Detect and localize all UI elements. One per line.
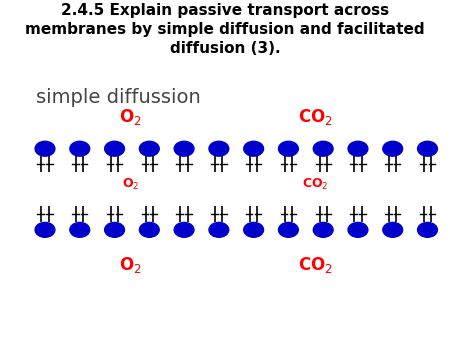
Circle shape — [105, 222, 125, 237]
Circle shape — [244, 141, 264, 156]
Text: O$_2$: O$_2$ — [122, 177, 139, 192]
Circle shape — [244, 222, 264, 237]
Text: CO$_2$: CO$_2$ — [297, 255, 333, 275]
Circle shape — [383, 222, 403, 237]
Text: simple diffussion: simple diffussion — [36, 88, 201, 107]
Text: CO$_2$: CO$_2$ — [302, 177, 328, 192]
Circle shape — [313, 141, 333, 156]
Circle shape — [209, 141, 229, 156]
Text: O$_2$: O$_2$ — [119, 106, 142, 127]
Circle shape — [35, 222, 55, 237]
Circle shape — [209, 222, 229, 237]
Circle shape — [140, 222, 159, 237]
Circle shape — [348, 141, 368, 156]
Circle shape — [70, 222, 90, 237]
Circle shape — [70, 141, 90, 156]
Circle shape — [279, 141, 298, 156]
Text: CO$_2$: CO$_2$ — [297, 106, 333, 127]
Circle shape — [418, 141, 437, 156]
Text: 2.4.5 Explain passive transport across
membranes by simple diffusion and facilit: 2.4.5 Explain passive transport across m… — [25, 3, 425, 55]
Circle shape — [279, 222, 298, 237]
Text: O$_2$: O$_2$ — [119, 255, 142, 275]
Circle shape — [313, 222, 333, 237]
Circle shape — [174, 141, 194, 156]
Circle shape — [348, 222, 368, 237]
Circle shape — [418, 222, 437, 237]
Circle shape — [105, 141, 125, 156]
Circle shape — [174, 222, 194, 237]
Circle shape — [140, 141, 159, 156]
Circle shape — [35, 141, 55, 156]
Circle shape — [383, 141, 403, 156]
